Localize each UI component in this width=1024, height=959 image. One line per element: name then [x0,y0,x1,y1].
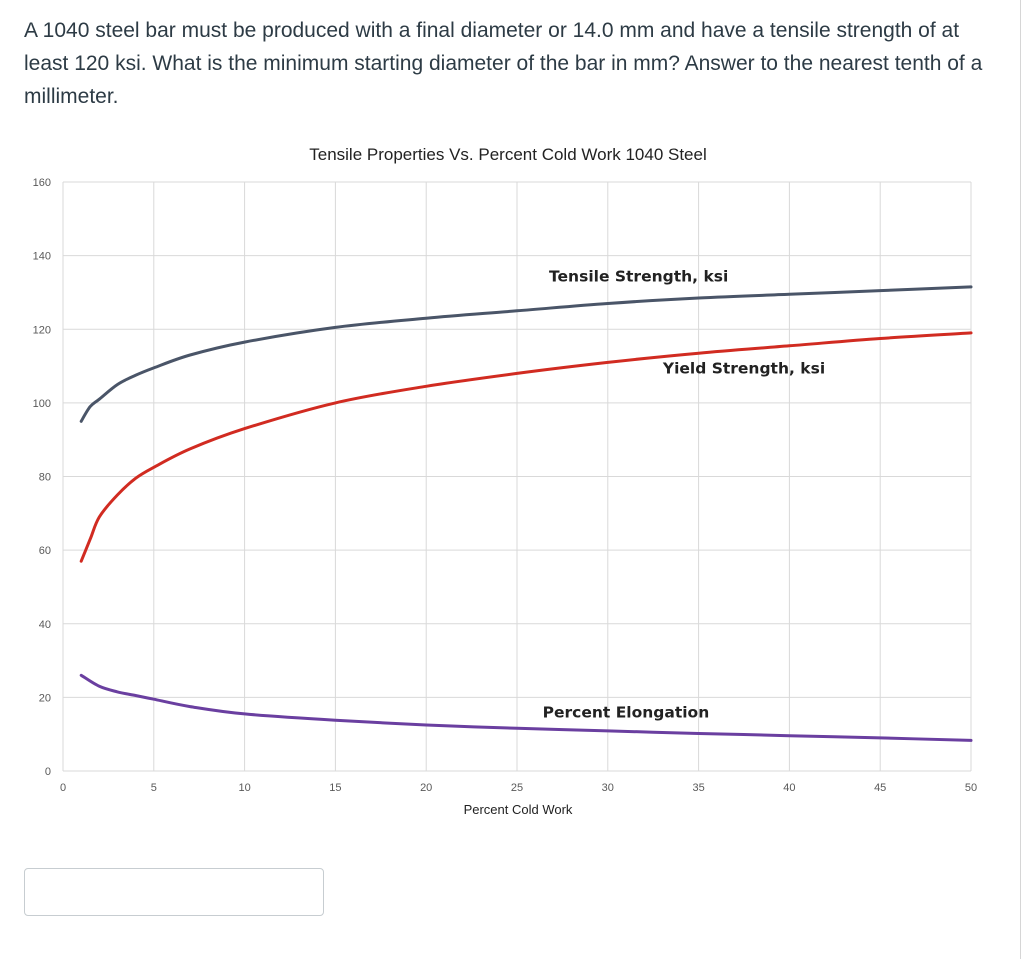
series-label: Yield Strength, ksi [662,359,825,377]
y-tick-label: 80 [39,472,51,484]
x-tick-label: 35 [692,782,704,794]
series-label: Tensile Strength, ksi [549,267,728,285]
series-line-yield-strength-ksi [79,331,973,563]
axis-ticks: 0 5 10 15 20 25 30 35 40 45 50 0 20 40 60 80 100 120 140 16… [33,177,977,794]
y-tick-label: 120 [33,324,51,336]
y-tick-label: 20 [39,692,51,704]
chart-annotations: Tensile Strength, ksi Yield Strength, ksi… [543,267,825,721]
y-tick-label: 140 [33,251,51,263]
question-text: A 1040 steel bar must be produced with a… [24,19,983,108]
x-tick-label: 50 [965,782,977,794]
series-label: Percent Elongation [543,704,710,722]
series-line-tensile-strength-ksi [79,285,973,423]
right-border [1020,0,1021,959]
answer-input[interactable] [24,868,324,916]
x-tick-label: 25 [511,782,523,794]
x-tick-label: 15 [329,782,341,794]
x-tick-label: 40 [783,782,795,794]
tensile-properties-chart: 0 5 10 15 20 25 30 35 40 45 50 0 20 40 60 80 100 120 140 16… [33,145,977,817]
x-tick-label: 10 [238,782,250,794]
x-tick-label: 0 [60,782,66,794]
y-tick-label: 100 [33,398,51,410]
x-tick-label: 5 [151,782,157,794]
x-axis-label: Percent Cold Work [464,802,573,817]
chart-series [79,285,973,742]
x-tick-label: 45 [874,782,886,794]
x-tick-label: 20 [420,782,432,794]
y-tick-label: 160 [33,177,51,189]
y-tick-label: 60 [39,545,51,557]
y-tick-label: 0 [45,766,51,778]
y-tick-label: 40 [39,619,51,631]
chart-title: Tensile Properties Vs. Percent Cold Work… [309,145,707,164]
x-tick-label: 30 [602,782,614,794]
chart-grid [62,181,972,772]
series-line-percent-elongation [79,673,973,742]
